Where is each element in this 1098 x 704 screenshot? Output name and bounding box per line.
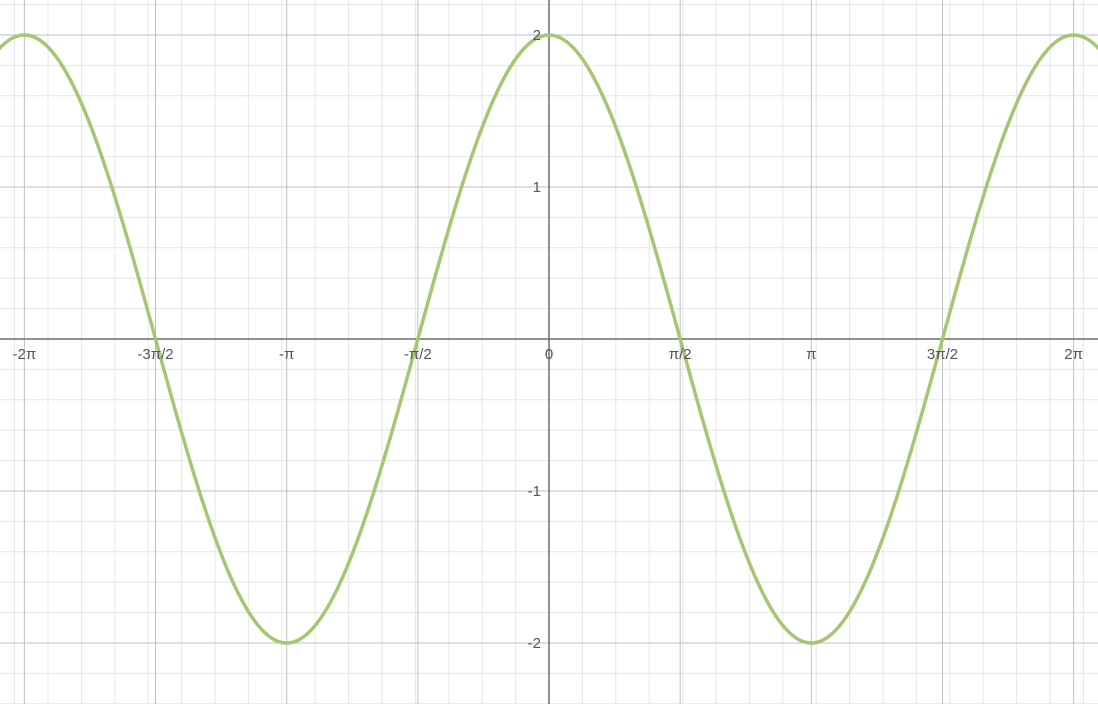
chart-svg: -2π -3π/2 -π -π/2 0 π/2 π 3π/2 2π 2 1 -1 -2	[0, 0, 1098, 704]
x-tick-label: π/2	[669, 346, 692, 363]
y-tick-label: 1	[533, 179, 541, 196]
x-tick-label: π	[806, 346, 816, 363]
y-tick-label: -2	[528, 635, 541, 652]
x-tick-label: -3π/2	[137, 346, 173, 363]
x-tick-label: -2π	[13, 346, 37, 363]
x-tick-label: -π	[279, 346, 294, 363]
x-tick-label: 3π/2	[927, 346, 958, 363]
x-tick-label: 2π	[1064, 346, 1083, 363]
trig-chart: -2π -3π/2 -π -π/2 0 π/2 π 3π/2 2π 2 1 -1 -2	[0, 0, 1098, 704]
x-tick-label: -π/2	[404, 346, 432, 363]
y-tick-label: -1	[528, 483, 541, 500]
y-tick-label: 2	[533, 27, 541, 44]
x-tick-label: 0	[545, 346, 553, 363]
